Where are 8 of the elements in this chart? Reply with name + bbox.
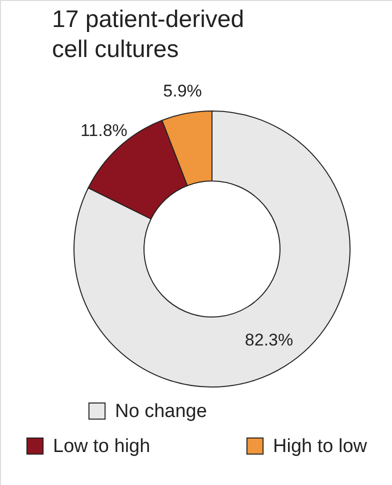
chart-title: 17 patient-derived cell cultures (52, 6, 244, 63)
data-label: 11.8% (80, 121, 128, 140)
donut-slice (74, 110, 350, 388)
data-label: 82.3% (244, 330, 294, 350)
data-label: 5.9% (163, 82, 202, 101)
legend-label: No change (115, 401, 207, 422)
legend-label: Low to high (53, 436, 150, 457)
legend-label: High to low (273, 436, 368, 457)
